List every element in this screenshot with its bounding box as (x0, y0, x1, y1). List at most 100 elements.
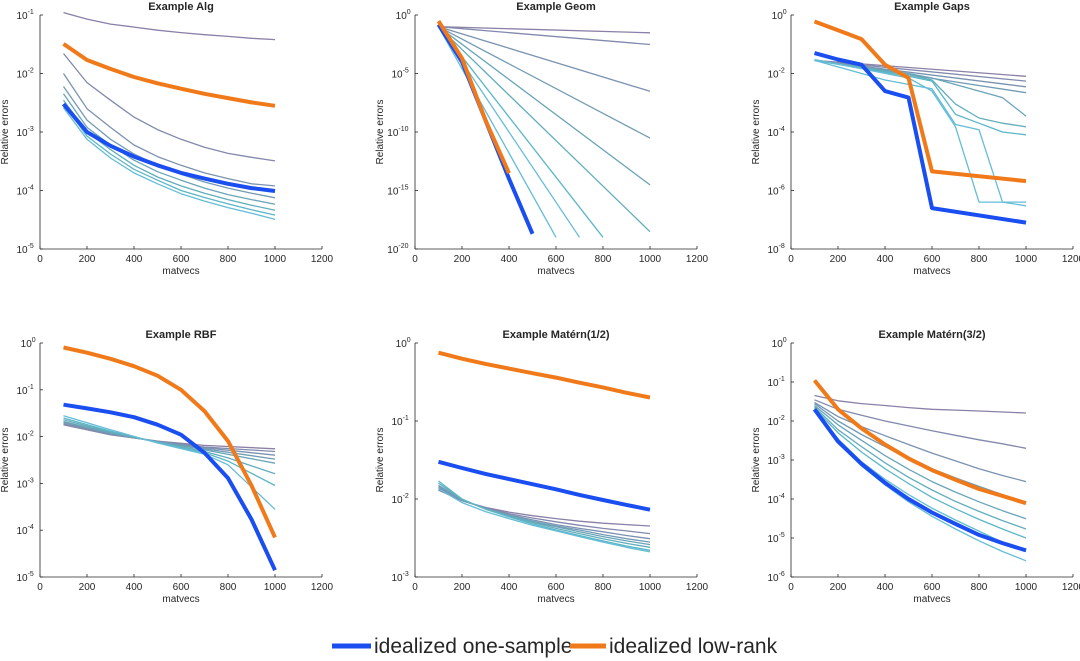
series-line-one-sample (61, 102, 276, 193)
x-tick-label: 1200 (1062, 582, 1080, 593)
series-line-one-sample (437, 459, 651, 512)
y-tick-exponent: -1 (403, 415, 409, 422)
y-tick-label: 10 (16, 526, 28, 537)
y-tick-label: 10 (767, 573, 779, 584)
y-tick-label: 10 (767, 245, 779, 256)
y-tick-label: 10 (391, 70, 403, 81)
x-tick-label: 1200 (311, 254, 334, 265)
series-line-family-8 (62, 107, 276, 221)
x-tick-label: 600 (173, 582, 190, 593)
y-tick-label: 10 (767, 70, 779, 81)
x-tick-label: 1000 (264, 582, 287, 593)
chart-title: Example Gaps (894, 1, 970, 13)
y-tick-label: 10 (767, 128, 779, 139)
legend-low-rank-label: idealized low-rank (609, 635, 778, 658)
y-tick-exponent: -2 (779, 415, 785, 422)
y-tick-label: 10 (16, 245, 28, 256)
y-tick-exponent: -4 (28, 524, 34, 531)
x-axis-label: matvecs (913, 266, 950, 277)
y-tick-exponent: -6 (779, 185, 785, 192)
series-line-one-sample (812, 408, 1027, 553)
y-tick-label: 10 (387, 187, 399, 198)
chart-title: Example RBF (146, 329, 217, 341)
y-tick-label: 10 (387, 245, 399, 256)
x-tick-label: 1000 (1015, 254, 1038, 265)
y-tick-label: 10 (16, 187, 28, 198)
x-tick-label: 1000 (639, 254, 662, 265)
y-tick-exponent: -6 (779, 571, 785, 578)
series-line-one-sample (813, 51, 1027, 225)
x-tick-label: 800 (220, 254, 237, 265)
y-tick-label: 10 (387, 128, 399, 139)
series-line-family-8 (63, 415, 276, 510)
series-line-family-1 (63, 11, 276, 41)
chart-title: Example Matérn(1/2) (503, 329, 610, 341)
y-tick-exponent: -1 (779, 376, 785, 383)
series-line-low-rank (438, 350, 651, 400)
y-tick-label: 10 (391, 573, 403, 584)
x-tick-label: 200 (830, 582, 847, 593)
x-axis-label: matvecs (913, 594, 950, 605)
series-line-family-8 (438, 488, 651, 553)
y-tick-label: 10 (396, 339, 408, 350)
series-line-family-2 (814, 399, 1027, 449)
y-tick-label: 10 (16, 70, 28, 81)
x-tick-label: 400 (126, 254, 143, 265)
y-tick-exponent: -2 (403, 493, 409, 500)
y-tick-exponent: 0 (783, 337, 787, 344)
chart-panel-2: Example Geom 0 200 400 600 800 1000 1200 matvecs… (375, 1, 709, 277)
y-tick-exponent: -1 (28, 9, 34, 16)
series-line-one-sample (63, 402, 277, 572)
legend-one-sample-label: idealized one-sample (374, 635, 572, 658)
x-axis-label: matvecs (162, 594, 199, 605)
x-tick-label: 600 (548, 254, 565, 265)
y-tick-exponent: -4 (779, 126, 785, 133)
x-tick-label: 600 (173, 254, 190, 265)
x-tick-label: 1000 (639, 582, 662, 593)
y-tick-label: 10 (767, 378, 779, 389)
series-line-family-7 (63, 417, 276, 487)
series-line-family-5 (438, 26, 651, 186)
series-line-family-7 (437, 26, 604, 238)
x-tick-label: 400 (877, 582, 894, 593)
y-axis-label: Relative errors (0, 427, 11, 492)
x-tick-label: 1200 (1062, 254, 1080, 265)
series-line-family-7 (62, 103, 276, 216)
chart-title: Example Alg (148, 1, 214, 13)
y-tick-exponent: -5 (779, 532, 785, 539)
x-tick-label: 400 (126, 582, 143, 593)
x-tick-label: 600 (548, 582, 565, 593)
x-tick-label: 1200 (311, 582, 334, 593)
series-line-low-rank (812, 379, 1027, 506)
y-tick-exponent: -10 (398, 126, 408, 133)
series-line-family-2 (438, 26, 651, 46)
x-tick-label: 200 (830, 254, 847, 265)
x-tick-label: 800 (220, 582, 237, 593)
y-tick-label: 10 (391, 417, 403, 428)
x-tick-label: 0 (37, 582, 43, 593)
x-tick-label: 0 (37, 254, 43, 265)
chart-panel-5: Example Matérn(1/2) 0 200 400 600 800 1000 1200… (375, 329, 709, 605)
chart-title: Example Geom (516, 1, 596, 13)
x-tick-label: 400 (877, 254, 894, 265)
chart-panel-6: Example Matérn(3/2) 0 200 400 600 800 1000 1200… (751, 329, 1080, 605)
x-tick-label: 1000 (1015, 582, 1038, 593)
x-tick-label: 800 (595, 254, 612, 265)
y-tick-label: 10 (767, 456, 779, 467)
y-tick-label: 10 (772, 339, 784, 350)
legend: idealized one-sample idealized low-rank (332, 635, 778, 658)
y-tick-label: 10 (16, 479, 28, 490)
y-tick-label: 10 (767, 417, 779, 428)
series-line-family-6 (62, 99, 276, 211)
series-line-family-3 (438, 26, 651, 92)
series-line-low-rank (63, 345, 277, 539)
x-tick-label: 1200 (686, 254, 709, 265)
series-line-family-9 (814, 58, 1026, 203)
x-tick-label: 600 (924, 582, 941, 593)
chart-panel-3: Example Gaps 0 200 400 600 800 1000 1200 matvecs… (751, 1, 1080, 277)
x-tick-label: 400 (501, 582, 518, 593)
y-tick-exponent: -5 (28, 571, 34, 578)
x-tick-label: 1000 (264, 254, 287, 265)
y-tick-label: 10 (767, 187, 779, 198)
